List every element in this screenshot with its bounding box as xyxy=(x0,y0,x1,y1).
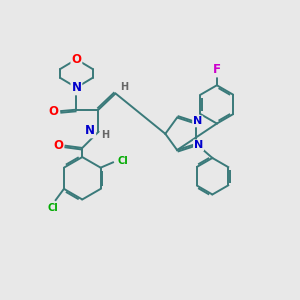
Text: O: O xyxy=(71,52,81,65)
Text: N: N xyxy=(85,124,95,137)
Text: Cl: Cl xyxy=(117,156,128,166)
Text: N: N xyxy=(194,140,203,150)
Text: O: O xyxy=(53,139,63,152)
Text: Cl: Cl xyxy=(48,203,59,213)
Text: N: N xyxy=(193,116,202,126)
Text: F: F xyxy=(213,64,221,76)
Text: N: N xyxy=(71,81,81,94)
Text: O: O xyxy=(49,105,59,118)
Text: H: H xyxy=(101,130,109,140)
Text: H: H xyxy=(120,82,128,92)
